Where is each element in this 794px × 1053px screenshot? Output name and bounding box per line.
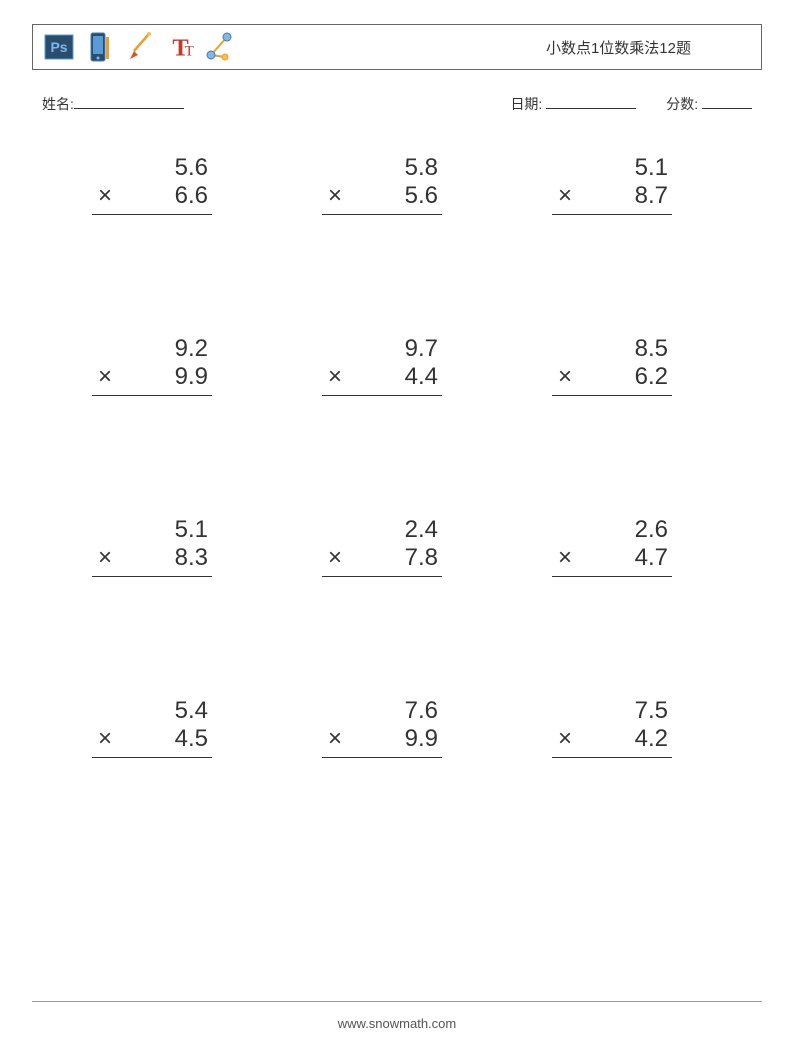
multiplier: 7.8	[405, 544, 442, 572]
ps-icon: Ps	[43, 31, 75, 63]
multiplier-row: × 4.4	[322, 363, 442, 396]
problem-3: 5.1 × 8.7	[552, 154, 672, 215]
toolbar-icons: Ps T T	[43, 31, 235, 63]
footer-url: www.snowmath.com	[338, 1016, 456, 1031]
multiplier-row: × 4.2	[552, 725, 672, 758]
multiplicand: 7.5	[635, 697, 672, 725]
multiplicand: 5.4	[175, 697, 212, 725]
multiplier: 4.2	[635, 725, 672, 753]
phone-icon	[83, 31, 115, 63]
multiplicand: 9.2	[175, 335, 212, 363]
date-field: 日期:	[510, 94, 636, 114]
multiplicand: 5.6	[175, 154, 212, 182]
operator: ×	[92, 544, 112, 572]
footer-divider	[32, 1001, 762, 1002]
problem-5: 9.7 × 4.4	[322, 335, 442, 396]
multiplier-row: × 8.3	[92, 544, 212, 577]
text-icon: T T	[163, 31, 195, 63]
multiplicand: 8.5	[635, 335, 672, 363]
footer: www.snowmath.com	[0, 1001, 794, 1031]
problem-10: 5.4 × 4.5	[92, 697, 212, 758]
multiplicand: 2.6	[635, 516, 672, 544]
operator: ×	[92, 363, 112, 391]
nodes-icon	[203, 31, 235, 63]
operator: ×	[552, 363, 572, 391]
problem-12: 7.5 × 4.2	[552, 697, 672, 758]
multiplier: 4.4	[405, 363, 442, 391]
multiplier-row: × 5.6	[322, 182, 442, 215]
problem-7: 5.1 × 8.3	[92, 516, 212, 577]
problem-1: 5.6 × 6.6	[92, 154, 212, 215]
worksheet-title: 小数点1位数乘法12题	[546, 37, 751, 58]
operator: ×	[552, 544, 572, 572]
multiplier: 5.6	[405, 182, 442, 210]
multiplier: 4.7	[635, 544, 672, 572]
name-label: 姓名:	[42, 94, 74, 114]
header-bar: Ps T T	[32, 24, 762, 70]
multiplier-row: × 8.7	[552, 182, 672, 215]
multiplier-row: × 4.7	[552, 544, 672, 577]
multiplier: 9.9	[405, 725, 442, 753]
multiplier: 6.6	[175, 182, 212, 210]
operator: ×	[92, 725, 112, 753]
operator: ×	[322, 363, 342, 391]
problem-6: 8.5 × 6.2	[552, 335, 672, 396]
score-blank	[702, 95, 752, 109]
multiplier-row: × 6.2	[552, 363, 672, 396]
date-label: 日期:	[510, 96, 542, 112]
problem-8: 2.4 × 7.8	[322, 516, 442, 577]
operator: ×	[552, 182, 572, 210]
operator: ×	[322, 182, 342, 210]
multiplicand: 5.1	[175, 516, 212, 544]
multiplier: 4.5	[175, 725, 212, 753]
problem-9: 2.6 × 4.7	[552, 516, 672, 577]
multiplicand: 7.6	[405, 697, 442, 725]
info-row: 姓名: 日期: 分数:	[32, 94, 762, 114]
multiplier-row: × 6.6	[92, 182, 212, 215]
operator: ×	[92, 182, 112, 210]
score-field: 分数:	[666, 94, 752, 114]
brush-icon	[123, 31, 155, 63]
problem-2: 5.8 × 5.6	[322, 154, 442, 215]
multiplier: 8.3	[175, 544, 212, 572]
operator: ×	[322, 544, 342, 572]
problem-4: 9.2 × 9.9	[92, 335, 212, 396]
multiplicand: 5.1	[635, 154, 672, 182]
multiplier-row: × 9.9	[322, 725, 442, 758]
score-label: 分数:	[666, 96, 698, 112]
operator: ×	[552, 725, 572, 753]
problem-11: 7.6 × 9.9	[322, 697, 442, 758]
multiplicand: 5.8	[405, 154, 442, 182]
svg-text:T: T	[185, 43, 194, 59]
multiplier-row: × 9.9	[92, 363, 212, 396]
svg-text:Ps: Ps	[50, 39, 67, 55]
multiplier-row: × 4.5	[92, 725, 212, 758]
name-blank	[74, 95, 184, 109]
multiplier: 8.7	[635, 182, 672, 210]
multiplier: 6.2	[635, 363, 672, 391]
multiplicand: 2.4	[405, 516, 442, 544]
name-field: 姓名:	[42, 94, 184, 114]
multiplicand: 9.7	[405, 335, 442, 363]
multiplier: 9.9	[175, 363, 212, 391]
operator: ×	[322, 725, 342, 753]
date-blank	[546, 95, 636, 109]
problems-grid: 5.6 × 6.6 5.8 × 5.6 5.1 × 8.7 9.2 × 9.9 9.7 × 4.4 8.5 × 6…	[32, 154, 762, 758]
multiplier-row: × 7.8	[322, 544, 442, 577]
